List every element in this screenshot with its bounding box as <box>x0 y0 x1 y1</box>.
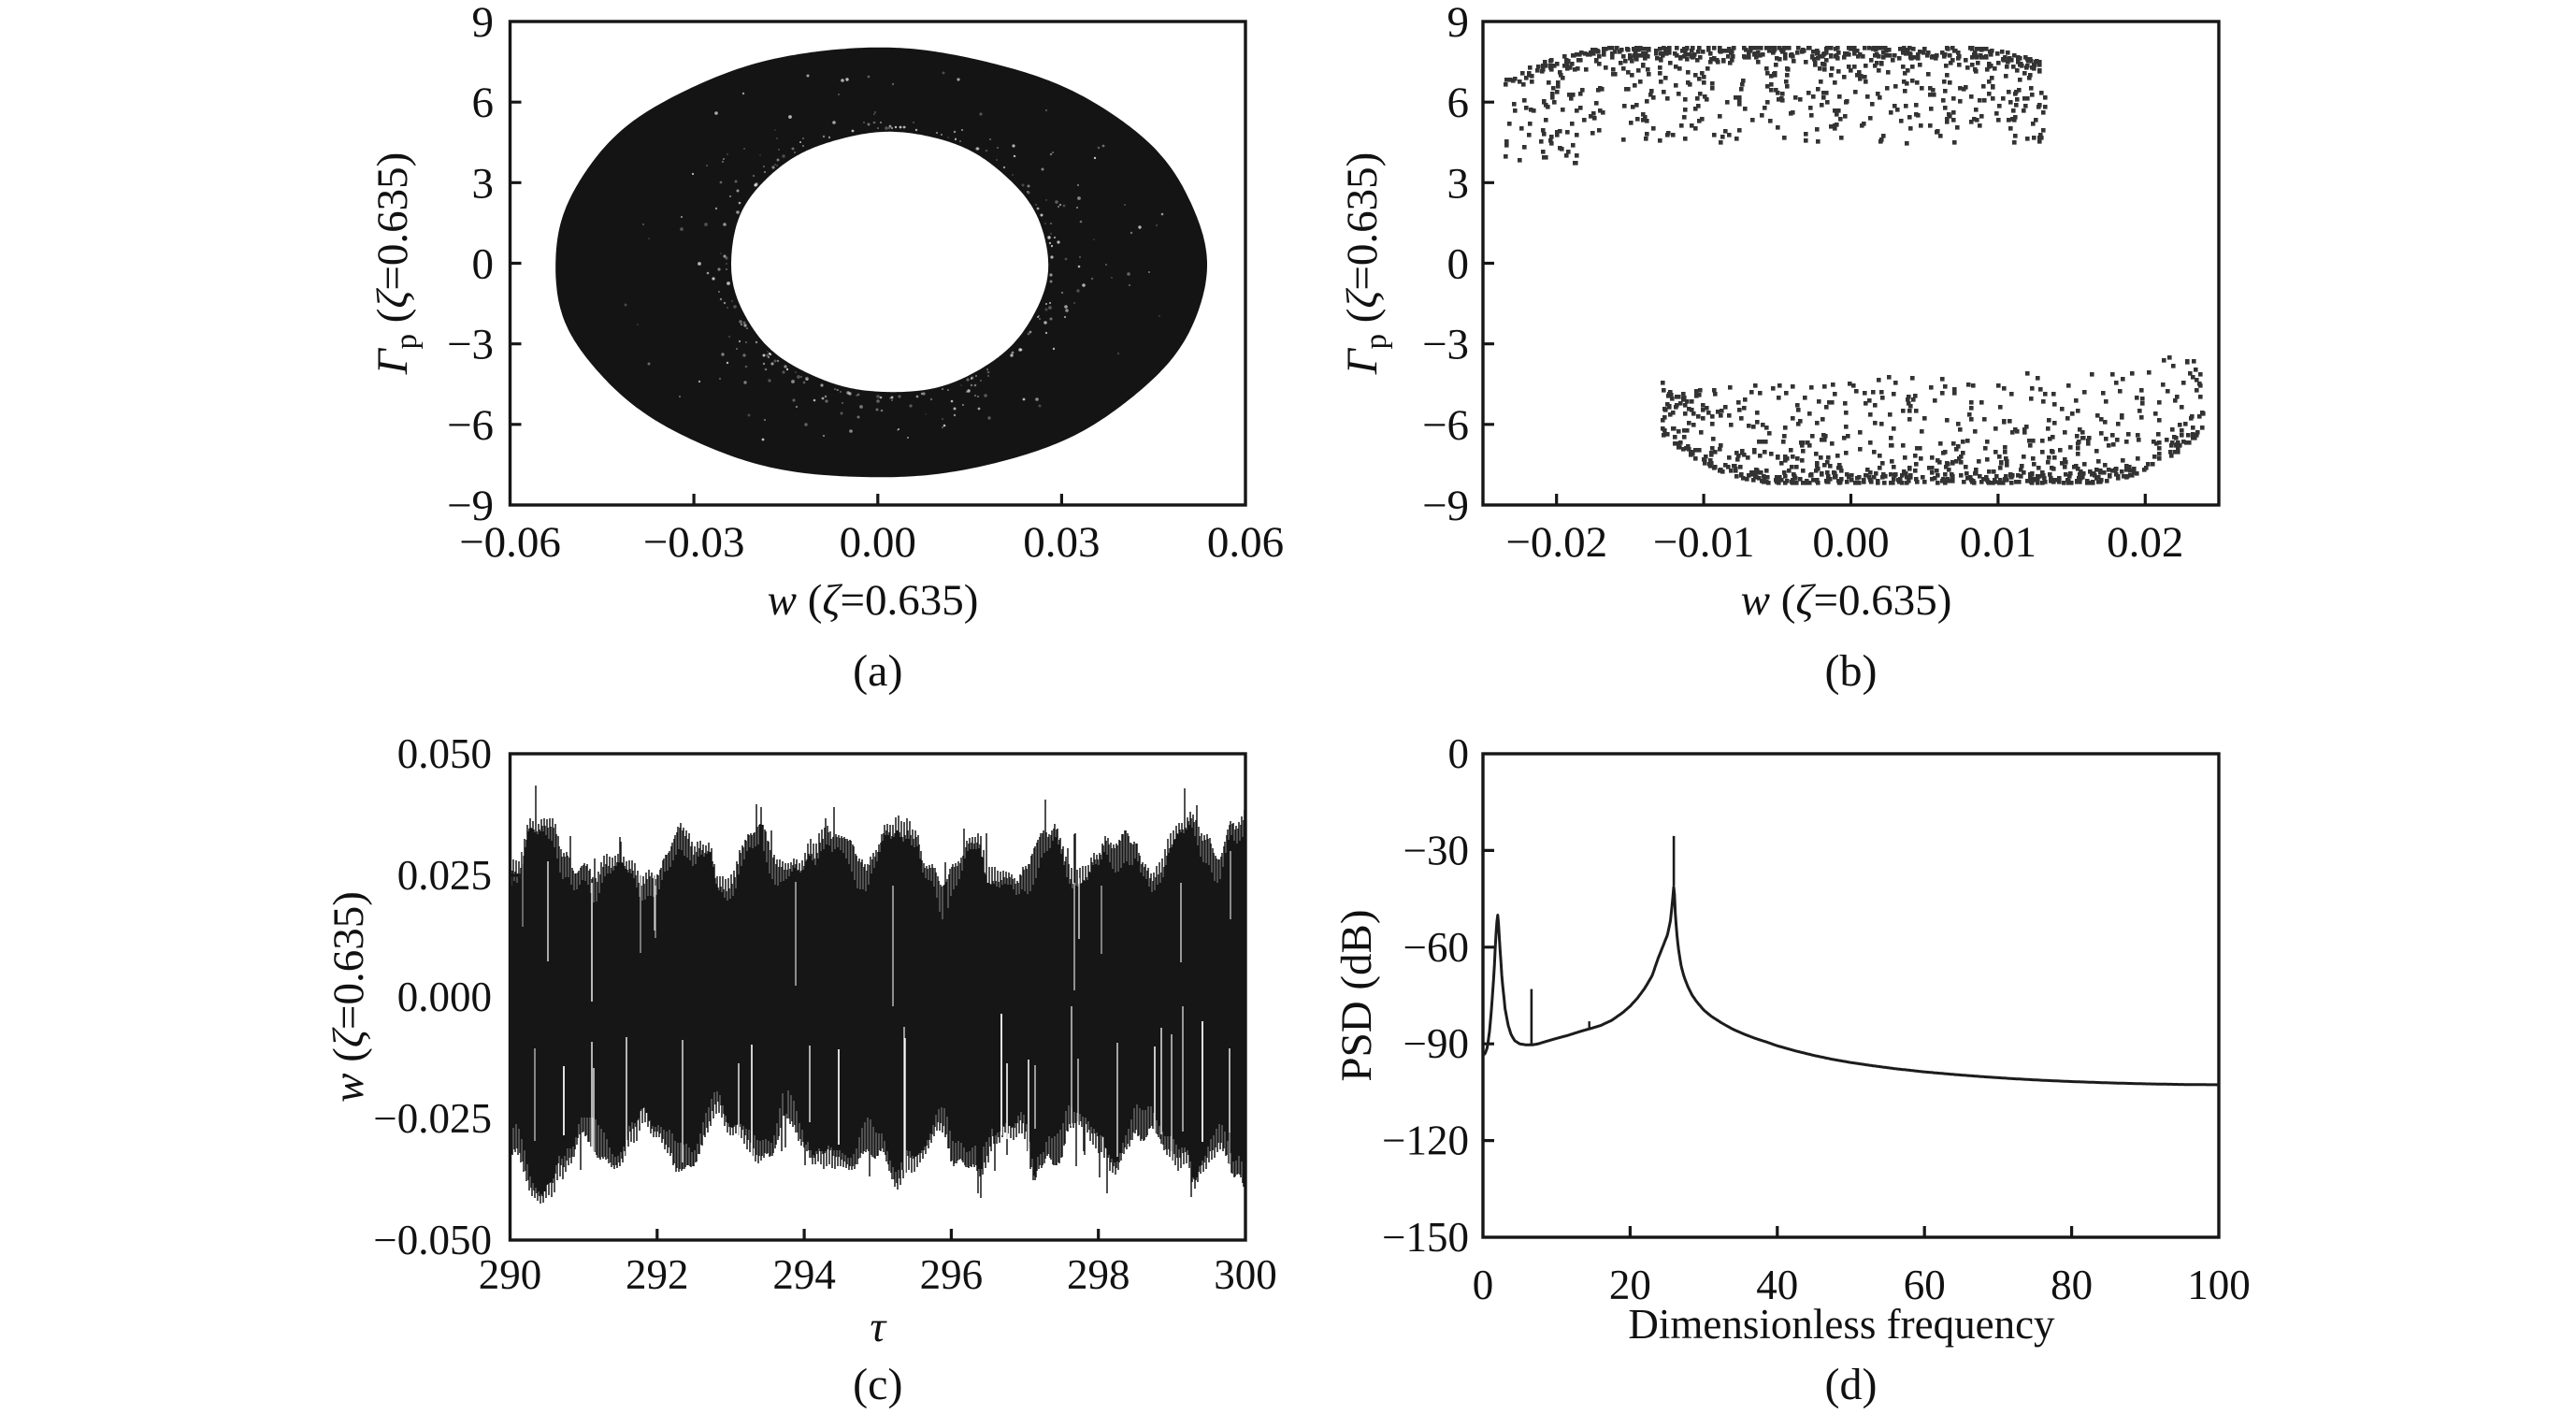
svg-text:3: 3 <box>1447 159 1470 208</box>
svg-text:292: 292 <box>626 1251 689 1298</box>
svg-text:−3: −3 <box>447 321 494 369</box>
svg-text:60: 60 <box>1904 1262 1946 1308</box>
svg-text:(c): (c) <box>853 1360 902 1409</box>
svg-text:−6: −6 <box>447 401 494 450</box>
svg-text:−0.06: −0.06 <box>459 518 561 567</box>
svg-text:20: 20 <box>1609 1262 1651 1308</box>
svg-text:100: 100 <box>2187 1262 2251 1308</box>
svg-text:0: 0 <box>1448 730 1470 777</box>
svg-text:9: 9 <box>1447 0 1470 47</box>
svg-text:0.06: 0.06 <box>1207 518 1284 567</box>
svg-text:w (ζ=0.635): w (ζ=0.635) <box>768 576 979 625</box>
svg-text:0.025: 0.025 <box>397 852 492 899</box>
svg-text:−0.03: −0.03 <box>643 518 745 567</box>
svg-text:Γp (ζ=0.635): Γp (ζ=0.635) <box>368 152 424 376</box>
svg-text:−30: −30 <box>1403 827 1469 873</box>
svg-text:0: 0 <box>1447 240 1470 289</box>
svg-text:6: 6 <box>1447 79 1470 127</box>
svg-text:Dimensionless frequency: Dimensionless frequency <box>1628 1301 2055 1348</box>
svg-text:0.00: 0.00 <box>1812 518 1889 567</box>
svg-text:(a): (a) <box>853 646 902 696</box>
svg-text:w (ζ=0.635): w (ζ=0.635) <box>324 891 373 1103</box>
svg-text:0: 0 <box>472 240 495 289</box>
svg-text:−150: −150 <box>1382 1214 1469 1261</box>
svg-text:0.050: 0.050 <box>397 730 492 777</box>
svg-text:−60: −60 <box>1403 924 1469 971</box>
svg-text:−9: −9 <box>447 482 494 530</box>
svg-text:−6: −6 <box>1422 401 1469 450</box>
svg-text:6: 6 <box>472 79 495 127</box>
svg-text:40: 40 <box>1756 1262 1798 1308</box>
svg-text:0: 0 <box>1473 1262 1494 1308</box>
svg-text:PSD (dB): PSD (dB) <box>1332 909 1381 1081</box>
svg-text:w (ζ=0.635): w (ζ=0.635) <box>1741 576 1952 625</box>
svg-text:294: 294 <box>772 1251 836 1298</box>
svg-text:−0.01: −0.01 <box>1653 518 1755 567</box>
svg-text:9: 9 <box>472 0 495 47</box>
svg-text:(d): (d) <box>1825 1360 1878 1409</box>
svg-text:−0.025: −0.025 <box>373 1095 492 1142</box>
svg-text:80: 80 <box>2051 1262 2093 1308</box>
svg-text:0.000: 0.000 <box>397 974 492 1020</box>
svg-text:3: 3 <box>472 159 495 208</box>
svg-text:−9: −9 <box>1422 482 1469 530</box>
svg-text:290: 290 <box>479 1251 542 1298</box>
svg-text:0.00: 0.00 <box>840 518 916 567</box>
svg-text:0.02: 0.02 <box>2107 518 2183 567</box>
svg-text:296: 296 <box>920 1251 984 1298</box>
svg-text:(b): (b) <box>1825 646 1878 696</box>
svg-text:0.01: 0.01 <box>1960 518 2036 567</box>
svg-text:−90: −90 <box>1403 1020 1469 1067</box>
svg-text:0.03: 0.03 <box>1023 518 1100 567</box>
svg-text:−0.02: −0.02 <box>1505 518 1607 567</box>
svg-text:−0.050: −0.050 <box>373 1217 492 1263</box>
svg-text:−3: −3 <box>1422 321 1469 369</box>
svg-text:298: 298 <box>1067 1251 1130 1298</box>
svg-text:300: 300 <box>1214 1251 1277 1298</box>
svg-text:τ: τ <box>870 1303 887 1351</box>
svg-text:−120: −120 <box>1382 1118 1469 1164</box>
